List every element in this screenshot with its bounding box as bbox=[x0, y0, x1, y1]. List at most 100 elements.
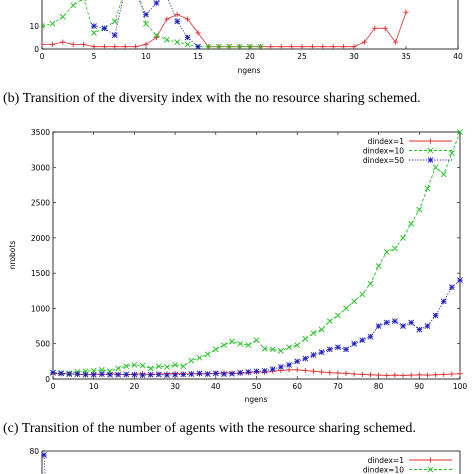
x-tick-label: 100 bbox=[453, 382, 468, 391]
caption-b: (b) Transition of the diversity index wi… bbox=[3, 91, 421, 106]
data-point bbox=[376, 372, 382, 378]
data-point bbox=[367, 333, 374, 340]
chart2-frame bbox=[52, 131, 461, 380]
data-point bbox=[98, 371, 105, 377]
data-point bbox=[143, 41, 149, 47]
data-point bbox=[294, 367, 300, 373]
legend-label: dindex=10 bbox=[363, 147, 404, 156]
data-point bbox=[115, 365, 122, 372]
data-point bbox=[269, 366, 276, 373]
data-point bbox=[268, 44, 274, 49]
x-tick-label: 25 bbox=[297, 52, 307, 61]
data-point bbox=[448, 150, 455, 157]
chart2-y-axis-label: nrobots bbox=[8, 241, 17, 270]
data-point bbox=[408, 319, 415, 326]
data-point bbox=[375, 323, 382, 329]
x-tick-label: 20 bbox=[130, 382, 140, 391]
data-point bbox=[416, 206, 423, 213]
data-point bbox=[343, 370, 349, 376]
y-tick-label: 500 bbox=[36, 340, 51, 349]
data-point bbox=[424, 185, 431, 192]
legend-marker bbox=[427, 147, 434, 154]
data-point bbox=[310, 368, 317, 374]
series-line bbox=[42, 12, 407, 48]
data-point bbox=[122, 44, 128, 49]
data-point bbox=[195, 30, 201, 36]
data-point bbox=[330, 44, 336, 49]
data-point bbox=[174, 11, 180, 18]
data-point bbox=[310, 352, 317, 358]
data-point bbox=[70, 41, 76, 47]
data-point bbox=[188, 357, 195, 364]
data-point bbox=[221, 371, 227, 377]
x-tick-label: 60 bbox=[292, 382, 302, 391]
legend-marker bbox=[427, 466, 434, 473]
data-point bbox=[327, 370, 333, 376]
data-point bbox=[147, 365, 154, 372]
chart2-x-axis-label: ngens bbox=[245, 395, 268, 404]
data-point bbox=[361, 39, 367, 45]
data-point bbox=[319, 369, 325, 375]
data-point bbox=[335, 370, 341, 376]
data-point bbox=[400, 372, 406, 379]
x-tick-label: 15 bbox=[193, 52, 203, 61]
chart3-axes: 80 bbox=[29, 447, 461, 474]
data-point bbox=[326, 346, 333, 353]
data-point bbox=[408, 372, 414, 378]
caption-c: (c) Transition of the number of agents w… bbox=[3, 421, 416, 436]
data-point bbox=[82, 371, 89, 378]
data-point bbox=[133, 44, 139, 49]
data-point bbox=[164, 364, 170, 370]
data-point bbox=[359, 371, 365, 378]
data-point bbox=[112, 44, 118, 49]
data-point bbox=[278, 347, 284, 354]
data-point bbox=[226, 43, 233, 49]
data-point bbox=[212, 346, 219, 353]
data-point bbox=[320, 44, 326, 49]
chart2-ticks: 0 10 20 30 40 50 60 70 80 90 100050010001500200025… bbox=[31, 128, 467, 391]
legend-label: dindex=1 bbox=[368, 456, 405, 465]
data-point bbox=[391, 245, 398, 252]
data-point bbox=[448, 284, 455, 291]
data-point bbox=[172, 371, 179, 378]
data-point bbox=[351, 298, 358, 305]
data-point bbox=[269, 346, 276, 353]
data-point bbox=[257, 43, 264, 49]
data-point bbox=[185, 16, 191, 22]
data-point bbox=[196, 354, 203, 361]
chart2-axes bbox=[52, 131, 461, 380]
y-tick-label: 2000 bbox=[31, 234, 50, 243]
data-point bbox=[457, 129, 463, 135]
data-point bbox=[42, 41, 45, 47]
data-point bbox=[74, 371, 81, 377]
legend-label: dindex=1 bbox=[368, 137, 405, 146]
data-point bbox=[205, 43, 212, 49]
data-point bbox=[253, 337, 260, 344]
chart1-series bbox=[42, 0, 409, 49]
series-line bbox=[52, 279, 461, 376]
y-tick-label: 0 bbox=[34, 45, 39, 54]
x-tick-label: 30 bbox=[170, 382, 180, 391]
data-point bbox=[334, 344, 341, 351]
data-point bbox=[383, 249, 390, 255]
data-point bbox=[424, 323, 431, 329]
data-point bbox=[131, 371, 138, 378]
data-point bbox=[278, 44, 284, 49]
series-dindex-50 bbox=[50, 277, 463, 379]
data-point bbox=[155, 371, 162, 378]
data-point bbox=[261, 367, 268, 374]
chart2-series bbox=[50, 129, 463, 379]
series-0 bbox=[42, 9, 409, 49]
data-point bbox=[111, 32, 118, 39]
data-point bbox=[286, 344, 292, 351]
data-point bbox=[432, 164, 439, 171]
data-point bbox=[90, 371, 97, 378]
data-point bbox=[440, 298, 447, 305]
data-point bbox=[123, 371, 130, 378]
data-point bbox=[359, 337, 366, 344]
data-point bbox=[440, 171, 447, 178]
data-point bbox=[261, 345, 268, 352]
